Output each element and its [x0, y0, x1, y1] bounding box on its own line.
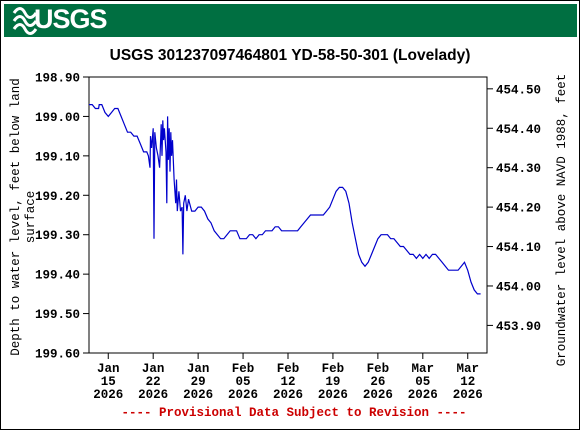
x-tick-label: 2026 — [453, 388, 483, 402]
right-y-tick-label: 454.40 — [496, 123, 541, 137]
x-tick-label: 2026 — [228, 388, 258, 402]
right-y-tick-label: 454.50 — [496, 83, 541, 97]
x-tick-label: 2026 — [138, 388, 168, 402]
right-y-tick-label: 454.10 — [496, 241, 541, 255]
right-y-tick-label: 454.00 — [496, 280, 541, 294]
series-line — [89, 104, 481, 295]
left-y-axis-label-line2: surface — [24, 191, 38, 244]
x-tick-label: 2026 — [318, 388, 348, 402]
x-tick-label: 15 — [101, 375, 116, 389]
left-y-tick-label: 199.30 — [35, 229, 80, 243]
left-y-tick-label: 198.90 — [35, 72, 80, 86]
x-tick-label: 22 — [146, 375, 161, 389]
right-y-axis-label: Groundwater level above NAVD 1988, feet — [555, 74, 569, 367]
left-y-tick-label: 199.60 — [35, 348, 80, 362]
usgs-logo-text: USGS — [34, 4, 108, 34]
right-y-tick-label: 453.90 — [496, 320, 541, 334]
left-y-axis: 198.90 199.00 199.10 199.20 199.30 199.40 199.… — [35, 72, 89, 362]
x-tick-label: Feb — [277, 362, 300, 376]
right-y-axis: 454.50 454.40 454.30 454.20 454.10 454.00 453.… — [487, 83, 541, 334]
left-y-tick-label: 199.50 — [35, 308, 80, 322]
x-tick-label: 2026 — [93, 388, 123, 402]
x-tick-label: 19 — [325, 375, 340, 389]
x-tick-label: 05 — [236, 375, 251, 389]
x-axis: Jan152026Jan222026Jan292026Feb052026Feb1… — [93, 353, 483, 402]
right-y-tick-label: 454.30 — [496, 162, 541, 176]
x-tick-label: Jan — [142, 362, 165, 376]
x-tick-label: Jan — [187, 362, 210, 376]
x-tick-label: Feb — [322, 362, 345, 376]
provisional-note: ---- Provisional Data Subject to Revisio… — [121, 406, 466, 420]
left-y-tick-label: 199.00 — [35, 111, 80, 125]
left-y-axis-label-line1: Depth to water level, feet below land — [9, 78, 23, 356]
x-tick-label: 2026 — [408, 388, 438, 402]
left-y-tick-label: 199.40 — [35, 269, 80, 283]
x-tick-label: 26 — [370, 375, 385, 389]
x-tick-label: 05 — [415, 375, 430, 389]
x-tick-label: 29 — [191, 375, 206, 389]
x-tick-label: 2026 — [183, 388, 213, 402]
x-tick-label: Jan — [97, 362, 120, 376]
x-tick-label: Feb — [367, 362, 390, 376]
usgs-wave-icon — [12, 7, 38, 35]
x-tick-label: 2026 — [273, 388, 303, 402]
left-y-tick-label: 199.10 — [35, 150, 80, 164]
x-tick-label: Mar — [412, 362, 435, 376]
x-tick-label: 12 — [280, 375, 295, 389]
left-y-tick-label: 199.20 — [35, 190, 80, 204]
x-tick-label: Feb — [232, 362, 255, 376]
x-tick-label: 12 — [460, 375, 475, 389]
chart-title: USGS 301237097464801 YD-58-50-301 (Lovel… — [110, 47, 471, 64]
usgs-banner: USGS — [4, 4, 577, 37]
x-tick-label: 2026 — [363, 388, 393, 402]
plot-area — [88, 76, 488, 354]
x-tick-label: Mar — [456, 362, 479, 376]
right-y-tick-label: 454.20 — [496, 202, 541, 216]
